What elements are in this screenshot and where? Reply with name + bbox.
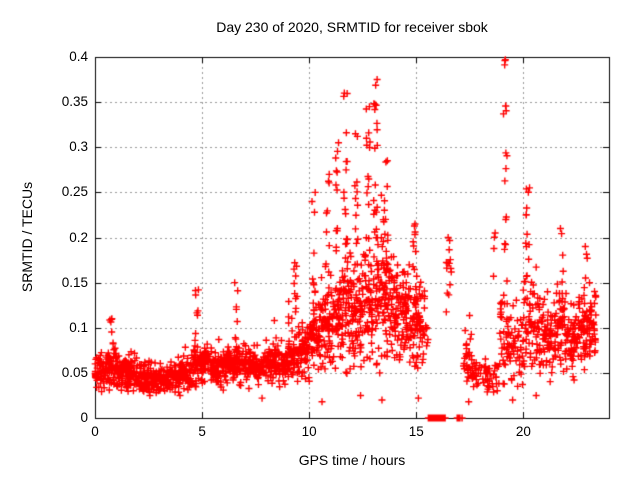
x-tick-label: 10 xyxy=(301,424,317,439)
x-tick-label: 20 xyxy=(515,424,531,439)
y-tick-label: 0.15 xyxy=(61,274,88,290)
y-tick-label: 0.4 xyxy=(69,49,88,64)
y-tick-label: 0.25 xyxy=(61,184,88,200)
y-axis-label: SRMTID / TECUs xyxy=(19,181,35,293)
y-tick-label: 0 xyxy=(80,410,88,425)
x-tick-label: 5 xyxy=(198,424,206,439)
x-tick-label: 15 xyxy=(408,424,424,439)
x-axis-label: GPS time / hours xyxy=(298,452,406,468)
y-tick-label: 0.2 xyxy=(69,229,88,245)
x-tick-label: 0 xyxy=(91,424,99,439)
y-tick-label: 0.05 xyxy=(61,364,88,380)
y-tick-label: 0.1 xyxy=(69,319,88,335)
y-tick-label: 0.35 xyxy=(61,94,88,110)
y-tick-label: 0.3 xyxy=(69,139,88,155)
